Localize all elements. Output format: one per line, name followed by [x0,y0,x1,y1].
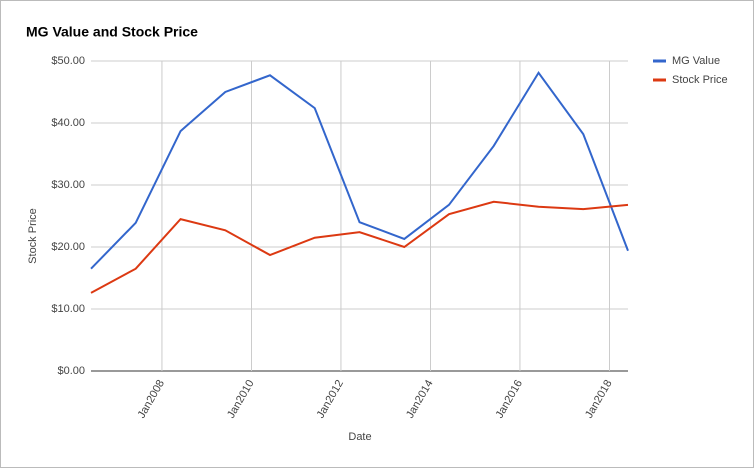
series-line [90,70,629,270]
y-tick-label: $30.00 [51,179,85,191]
legend-label: Stock Price [672,74,728,86]
y-tick-label: $40.00 [51,117,85,129]
y-axis-title: Stock Price [27,208,39,264]
y-tick-label: $10.00 [51,303,85,315]
y-tick-label: $0.00 [57,365,85,377]
legend-label: MG Value [672,55,720,67]
x-axis-title: Date [348,431,371,443]
y-tick-label: $50.00 [51,55,85,67]
series-line [90,200,629,294]
y-tick-label: $20.00 [51,241,85,253]
chart-title: MG Value and Stock Price [26,24,198,40]
